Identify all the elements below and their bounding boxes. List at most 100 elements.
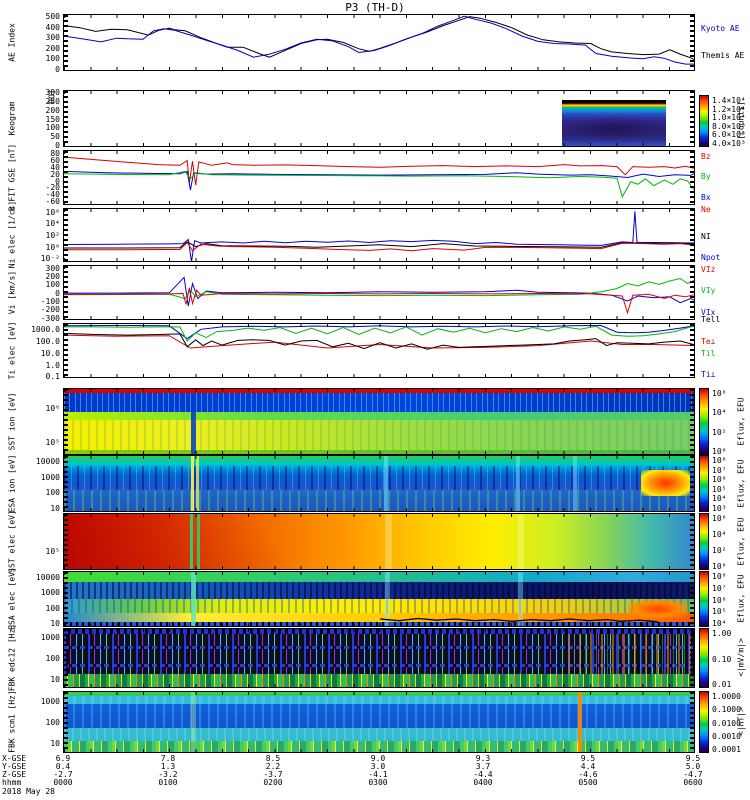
colorbar-label-fbk_edc: 0.10 — [712, 654, 732, 664]
bfit-ytick: 0 — [55, 176, 60, 186]
colorbar-sst_ion — [699, 388, 709, 455]
fbk_scm-blob-1 — [191, 692, 197, 752]
esa_ion-blob-3 — [516, 456, 521, 511]
panel-vi — [63, 265, 695, 320]
sst_ion-band-3 — [64, 420, 694, 451]
fbk_scm-band-2 — [64, 704, 694, 728]
sst_elec-blob-1 — [196, 514, 201, 569]
colorbar-label-esa_ion: 10⁵ — [712, 484, 727, 494]
colorbar-unit-keogram: [counts] — [736, 101, 746, 140]
esa_elec-band-0 — [64, 572, 694, 582]
keogram-ytick: 0 — [55, 140, 60, 150]
esa_elec-band-1 — [64, 581, 694, 599]
ae-ytick: 100 — [45, 54, 60, 64]
axis-value-hhmm: 0000 — [53, 778, 73, 787]
panel-bfit — [63, 150, 695, 205]
fbk_scm-xticks-bottom — [64, 749, 694, 752]
esa_ion-band-1 — [64, 465, 694, 491]
panel-ni — [63, 208, 695, 262]
esa_elec-blob-1 — [385, 572, 391, 626]
legend-ti-Te⊥: Te⊥ — [701, 337, 716, 347]
colorbar-label-fbk_scm: 0.0100 — [712, 718, 741, 728]
colorbar-label-sst_elec: 10⁴ — [712, 530, 727, 539]
panel-ae — [63, 14, 695, 71]
vi-ytick: -200 — [40, 305, 60, 315]
esa_ion-band-2 — [64, 490, 694, 511]
fbk_edc-band-4 — [64, 674, 694, 687]
axis-value-X-GSE: 8.5 — [265, 754, 281, 763]
ni-xticks-bottom — [64, 258, 694, 261]
bfit-xticks-bottom — [64, 201, 694, 204]
ni-ytick: 10⁻² — [40, 254, 60, 264]
panel-ti — [63, 323, 695, 378]
series-Kyoto AE — [64, 15, 694, 65]
ae-chart — [64, 15, 694, 65]
keogram-xticks-bottom — [64, 143, 694, 146]
sst_elec-blob-2 — [385, 514, 392, 569]
series-Ne — [64, 241, 694, 252]
keogram-blob-1 — [568, 115, 660, 141]
sst_ion-blob-0 — [191, 392, 197, 454]
series-Ti⊥ — [64, 324, 694, 340]
legend-ti-Til: Til — [701, 349, 716, 359]
sst_ion-ytick: 10⁵ — [45, 437, 60, 447]
fbk_edc-xticks-bottom — [64, 684, 694, 687]
ae-xticks-top — [64, 15, 694, 18]
sst_ion-band-1 — [64, 392, 694, 413]
colorbar-label-keogram: 1.2×10⁴ — [712, 104, 746, 114]
ae-ytick: 200 — [45, 43, 60, 53]
axis-value-Z-GSE: -4.1 — [368, 770, 388, 779]
colorbar-keogram — [699, 95, 709, 147]
legend-ni-Ne: Ne — [701, 205, 711, 215]
axis-value-X-GSE: 9.0 — [370, 754, 386, 763]
axis-value-X-GSE: 6.9 — [55, 754, 71, 763]
ti-ytick: 10.0 — [40, 348, 60, 358]
legend-ni-Npot: Npot — [701, 252, 721, 262]
colorbar-label-fbk_scm: 0.0010 — [712, 731, 741, 741]
legend-vi-VIz: VIz — [701, 265, 716, 275]
esa_ion-blob-1 — [196, 456, 199, 511]
series-VIz — [64, 287, 694, 315]
colorbar-label-keogram: 8.0×10³ — [712, 121, 746, 131]
series-Bz — [64, 156, 694, 186]
colorbar-esa_elec — [699, 571, 709, 627]
ni-ytick: 10⁶ — [45, 207, 60, 217]
axis-value-hhmm: 0600 — [683, 778, 703, 787]
panel-fbk_edc — [63, 628, 695, 688]
panel-esa_elec — [63, 571, 695, 627]
colorbar-label-keogram: 1.0×10⁴ — [712, 113, 746, 123]
esa_ion-ytick: 10 — [50, 504, 60, 514]
keogram-ytick: 250 — [45, 96, 60, 106]
vi-xticks-top — [64, 266, 694, 269]
colorbar-label-esa_ion: 10⁴ — [712, 494, 727, 504]
sst_ion-xticks-bottom — [64, 451, 694, 454]
axis-value-Z-GSE: -3.2 — [158, 770, 178, 779]
esa_ion-xticks-top — [64, 456, 694, 459]
series-VIy — [64, 277, 694, 300]
esa_elec-blob-0 — [191, 572, 197, 626]
axis-value-hhmm: 0200 — [263, 778, 283, 787]
legend-vi-VIy: VIy — [701, 285, 716, 295]
esa_ion-ytick: 1000 — [40, 472, 60, 482]
colorbar-sst_elec — [699, 513, 709, 570]
esa_elec-chart — [379, 617, 659, 623]
axis-value-Z-GSE: -3.7 — [263, 770, 283, 779]
sst_elec-blob-3 — [517, 514, 524, 569]
legend-ti-Ti⊥: Ti⊥ — [701, 369, 716, 379]
ni-ytick: 10⁰ — [45, 242, 60, 252]
keogram-ytick: 50 — [50, 132, 60, 142]
fbk_edc-band-3 — [64, 663, 694, 667]
ni-ytick: 10² — [45, 231, 60, 240]
colorbar-label-sst_elec: 10² — [712, 546, 727, 555]
esa_elec-xticks-top — [64, 572, 694, 575]
vi-ytick: -100 — [40, 296, 60, 306]
fbk_scm-band-4 — [64, 741, 694, 752]
legend-ae-Kyoto AE: Kyoto AE — [701, 24, 740, 34]
page-title: P3 (TH-D) — [345, 1, 405, 14]
series-Themis AE — [64, 16, 694, 60]
colorbar-label-esa_elec: 10⁸ — [712, 572, 727, 581]
axis-value-Z-GSE: -4.7 — [683, 770, 703, 779]
legend-ni-NI: NI — [701, 232, 711, 242]
axis-value-hhmm: 0100 — [158, 778, 178, 787]
